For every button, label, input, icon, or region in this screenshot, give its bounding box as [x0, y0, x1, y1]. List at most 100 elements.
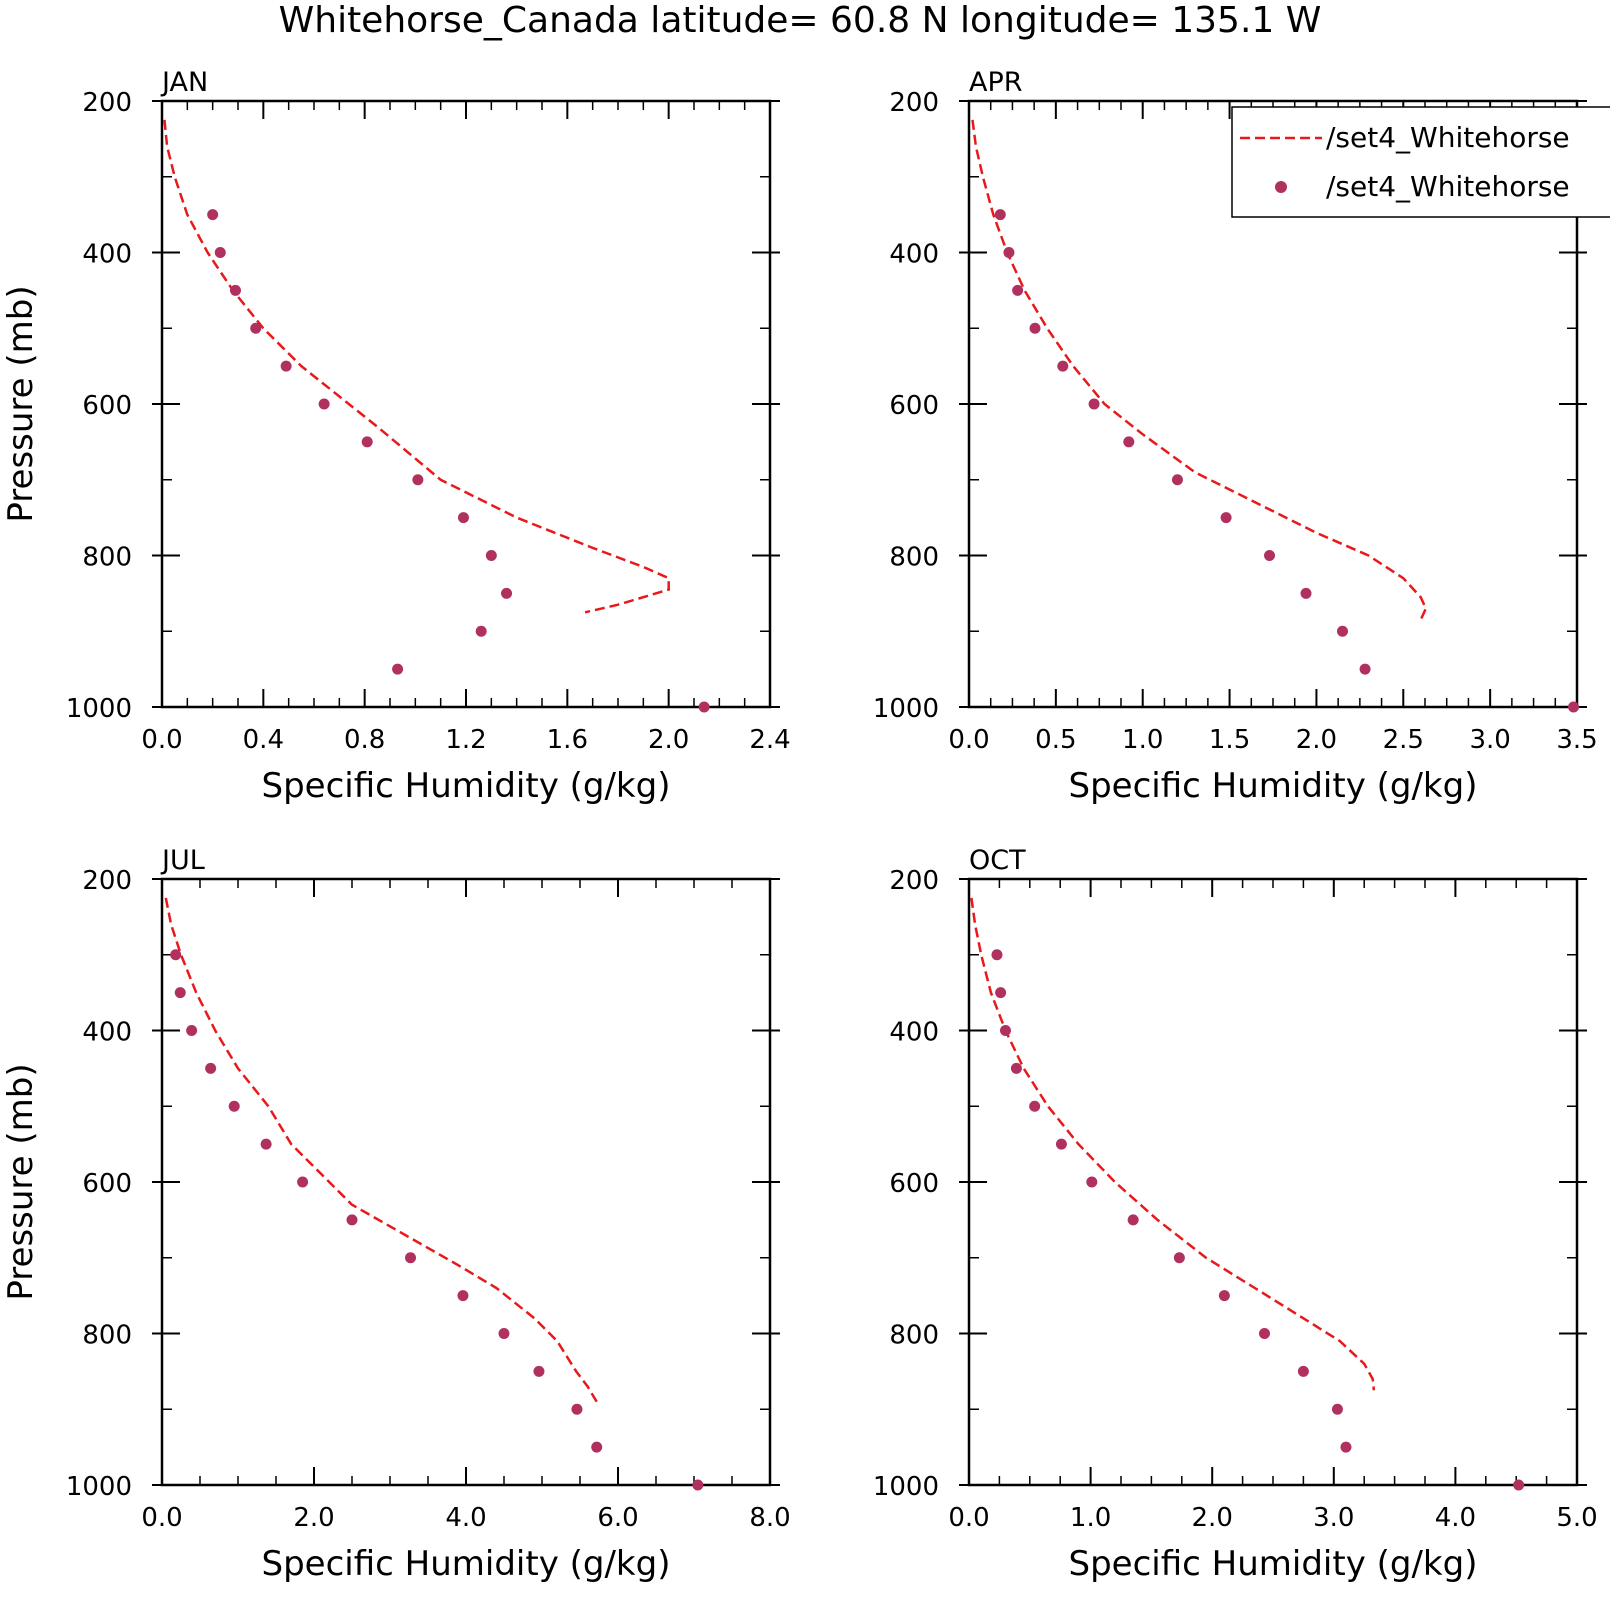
obs-point [214, 247, 226, 258]
obs-point [412, 474, 424, 486]
y-tick-label: 200 [889, 88, 939, 118]
y-tick-label: 1000 [873, 1472, 939, 1502]
x-tick-label: 2.5 [1383, 725, 1424, 755]
obs-point [1171, 474, 1183, 486]
x-tick-label: 0.0 [141, 1503, 182, 1533]
x-tick-label: 0.0 [948, 725, 989, 755]
legend-entry-obs: /set4_Whitehorse [1326, 170, 1570, 203]
x-tick-label: 4.0 [445, 1503, 486, 1533]
obs-point [392, 663, 404, 675]
plot-frame [967, 877, 1579, 1487]
y-tick-label: 600 [82, 391, 132, 421]
x-tick-label: 1.2 [445, 725, 486, 755]
y-tick-label: 600 [82, 1169, 132, 1199]
y-tick-label: 200 [82, 88, 132, 118]
figure-title: Whitehorse_Canada latitude= 60.8 N longi… [279, 0, 1322, 41]
obs-point [318, 398, 330, 410]
obs-point [1297, 1365, 1309, 1377]
legend: /set4_Whitehorse /set4_Whitehorse [1231, 106, 1610, 218]
legend-box [1231, 106, 1610, 218]
x-axis-label: Specific Humidity (g/kg) [262, 1544, 671, 1584]
obs-point [346, 1214, 358, 1226]
x-tick-label: 0.0 [948, 1503, 989, 1533]
y-axis-label: Pressure (mb) [1, 285, 41, 522]
obs-point [1513, 1479, 1525, 1491]
obs-point [999, 1025, 1011, 1036]
obs-point [1340, 1441, 1352, 1453]
obs-point [457, 512, 469, 524]
x-tick-label: 0.8 [344, 725, 385, 755]
x-tick-label: 1.0 [1122, 725, 1163, 755]
obs-point [995, 987, 1007, 999]
obs-point [485, 550, 497, 561]
y-tick-label: 400 [82, 1018, 132, 1048]
x-tick-label: 4.0 [1435, 1503, 1476, 1533]
obs-point [1086, 1176, 1098, 1188]
x-tick-label: 3.5 [1556, 725, 1597, 755]
x-axis-label: Specific Humidity (g/kg) [262, 766, 671, 806]
y-axis-label: Pressure (mb) [1, 1063, 41, 1300]
x-tick-label: 1.5 [1209, 725, 1250, 755]
obs-point [591, 1441, 603, 1453]
model-profile-line [163, 119, 670, 614]
x-tick-label: 1.0 [1070, 1503, 1111, 1533]
x-tick-label: 8.0 [749, 1503, 790, 1533]
panel-apr: APR 0.0 0.5 1.0 1.5 2.0 2.5 3.0 3.5 200 400 600 800 1… [873, 67, 1598, 806]
x-tick-label: 2.0 [648, 725, 689, 755]
y-tick-label: 1000 [66, 694, 132, 724]
obs-point [250, 322, 262, 334]
obs-point [170, 949, 182, 961]
obs-point [1127, 1214, 1139, 1226]
y-tick-label: 200 [82, 866, 132, 896]
x-tick-label: 2.4 [749, 725, 790, 755]
obs-point [1010, 1062, 1022, 1074]
y-tick-label: 200 [889, 866, 939, 896]
model-profile-line [971, 119, 1428, 621]
y-tick-label: 600 [889, 391, 939, 421]
x-tick-label: 0.0 [141, 725, 182, 755]
obs-point [571, 1403, 583, 1415]
model-profile-line [164, 897, 598, 1403]
obs-point [698, 701, 710, 713]
obs-point [501, 587, 513, 599]
x-tick-label: 2.0 [1192, 1503, 1233, 1533]
panel-title: JUL [160, 845, 205, 876]
y-tick-label: 800 [82, 1321, 132, 1351]
y-tick-label: 400 [82, 240, 132, 270]
panel-title: JAN [160, 67, 208, 98]
obs-point [280, 360, 292, 372]
panels: JAN 0.0 0.4 0.8 1.2 1.6 2.0 2.4 200 400 600 800 1000… [1, 67, 1598, 1584]
obs-point [994, 209, 1006, 221]
obs-point [1057, 360, 1069, 372]
y-tick-label: 800 [889, 543, 939, 573]
x-axis-label: Specific Humidity (g/kg) [1069, 1544, 1478, 1584]
obs-point [1264, 550, 1276, 561]
obs-point [1258, 1328, 1270, 1339]
x-tick-label: 0.4 [243, 725, 284, 755]
panel-title: OCT [969, 845, 1026, 876]
x-tick-label: 1.6 [547, 725, 588, 755]
x-tick-label: 0.5 [1035, 725, 1076, 755]
panel-oct: OCT 0.0 1.0 2.0 3.0 4.0 5.0 200 400 600 800 1000 Spe… [873, 845, 1598, 1584]
obs-point [297, 1176, 309, 1188]
x-tick-label: 5.0 [1556, 1503, 1597, 1533]
legend-entry-model: /set4_Whitehorse [1326, 121, 1570, 154]
y-tick-label: 1000 [66, 1472, 132, 1502]
obs-point [228, 1100, 240, 1112]
panel-jul: JUL 0.0 2.0 4.0 6.0 8.0 200 400 600 800 1000 Specif… [1, 845, 791, 1584]
obs-point [229, 284, 241, 296]
y-tick-label: 800 [82, 543, 132, 573]
obs-point [1568, 701, 1580, 713]
obs-point [1173, 1252, 1185, 1264]
plot-frame [160, 99, 772, 709]
obs-point [1088, 398, 1100, 410]
obs-point [1012, 284, 1024, 296]
obs-point [361, 436, 373, 448]
obs-point [405, 1252, 417, 1264]
obs-point [1220, 512, 1232, 524]
obs-point [174, 987, 186, 999]
obs-point [205, 1062, 217, 1074]
obs-point [207, 209, 219, 221]
y-tick-label: 400 [889, 240, 939, 270]
